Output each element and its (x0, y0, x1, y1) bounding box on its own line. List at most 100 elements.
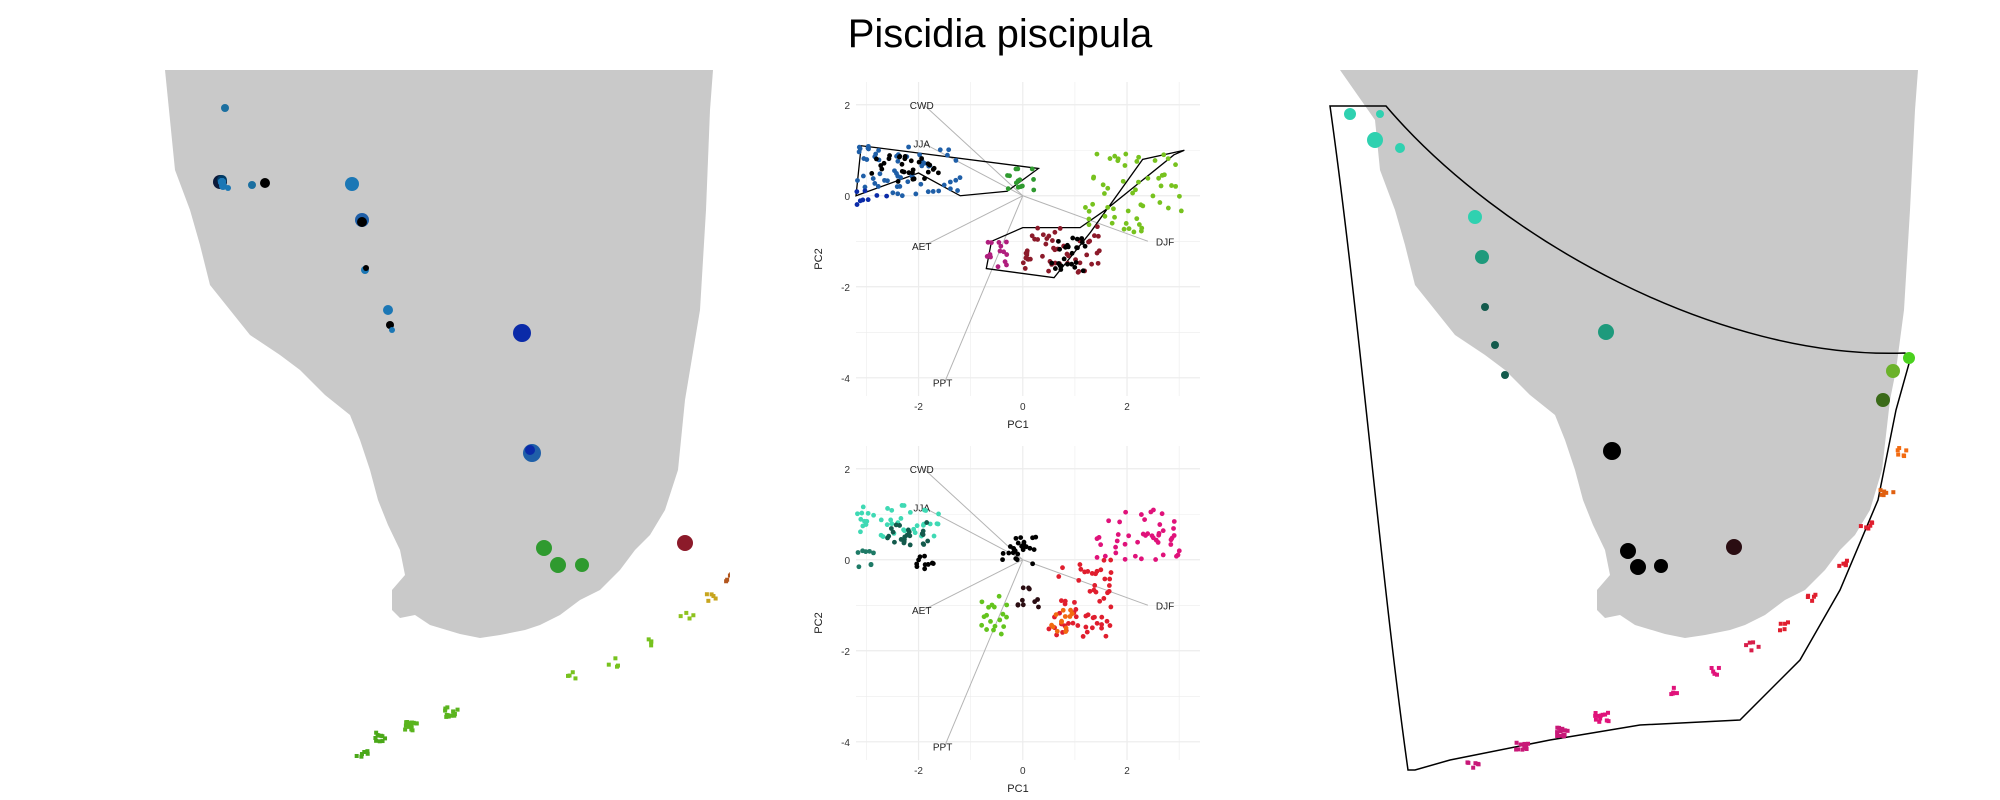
data-point (918, 181, 924, 187)
data-point (1145, 531, 1151, 537)
x-tick-label: 0 (1020, 766, 1026, 777)
data-point (1105, 185, 1111, 191)
data-point (1070, 235, 1076, 241)
occurrence-cell (1603, 712, 1608, 717)
data-point (865, 510, 871, 516)
data-point (997, 248, 1003, 254)
data-point (865, 145, 871, 151)
data-point (855, 178, 860, 183)
site-marker (363, 265, 369, 271)
data-point (1136, 222, 1142, 227)
data-point (1095, 260, 1101, 266)
occurrence-cell (646, 637, 651, 642)
data-point (1134, 159, 1140, 164)
data-point (1089, 571, 1095, 576)
data-point (861, 156, 867, 161)
data-point (867, 548, 872, 554)
data-point (1157, 200, 1163, 205)
data-point (1165, 205, 1171, 211)
data-point (1102, 553, 1108, 559)
y-tick-label: -2 (841, 647, 850, 658)
occurrence-cell (684, 610, 689, 615)
x-axis-label: PC1 (1007, 419, 1028, 431)
occurrence-cell (446, 713, 451, 718)
occurrence-cell (1522, 745, 1527, 750)
data-point (1057, 226, 1063, 231)
data-point (1095, 233, 1101, 239)
data-point (1052, 266, 1058, 271)
data-point (1083, 624, 1089, 630)
data-point (895, 158, 901, 164)
y-tick-label: 2 (844, 465, 850, 476)
data-point (901, 503, 907, 508)
loading-label: CWD (910, 101, 934, 112)
loading-arrow (923, 559, 1024, 611)
data-point (871, 512, 876, 518)
data-point (1031, 547, 1037, 553)
data-point (1082, 243, 1088, 249)
occurrence-cell (365, 749, 370, 754)
occurrence-cell (724, 579, 729, 584)
data-point (1027, 545, 1033, 551)
data-point (857, 198, 863, 204)
data-point (1102, 191, 1107, 196)
data-point (1094, 555, 1100, 560)
data-point (922, 160, 927, 166)
y-tick-label: 0 (844, 556, 850, 567)
data-point (1104, 618, 1110, 624)
data-point (1015, 602, 1021, 607)
data-point (1149, 533, 1155, 539)
data-point (1049, 260, 1055, 266)
x-tick-label: -2 (914, 402, 923, 413)
y-tick-label: -4 (841, 738, 850, 749)
data-point (1072, 599, 1077, 605)
occurrence-cell (1844, 558, 1849, 563)
data-point (1020, 602, 1026, 608)
data-point (1020, 547, 1026, 553)
data-point (862, 188, 868, 194)
data-point (1060, 565, 1065, 571)
site-marker (1654, 559, 1668, 573)
data-point (855, 550, 861, 555)
data-point (1040, 232, 1046, 238)
occurrence-cell (1598, 716, 1603, 721)
data-point (1076, 577, 1082, 583)
occurrence-cell (1882, 489, 1887, 494)
data-point (890, 190, 896, 196)
data-point (925, 169, 931, 175)
occurrence-cell (1878, 488, 1883, 493)
data-point (955, 188, 960, 193)
occurrence-cell (374, 730, 379, 735)
site-marker (575, 558, 589, 572)
occurrence-cell (1473, 761, 1478, 766)
data-point (1007, 173, 1012, 179)
data-point (1015, 184, 1021, 190)
site-marker (389, 327, 395, 333)
site-marker (1475, 250, 1489, 264)
data-point (1123, 221, 1129, 226)
data-point (920, 528, 926, 534)
occurrence-cell (1843, 563, 1848, 568)
data-point (1105, 590, 1110, 596)
data-point (1171, 519, 1177, 524)
site-marker (1903, 352, 1915, 364)
occurrence-cell (1671, 685, 1676, 690)
data-point (1054, 632, 1060, 638)
x-tick-label: 0 (1020, 402, 1026, 413)
loading-label: CWD (910, 465, 934, 476)
data-point (1086, 216, 1092, 222)
data-point (1168, 542, 1174, 547)
data-point (1178, 208, 1184, 214)
occurrence-cell (362, 749, 367, 754)
data-point (888, 517, 894, 523)
occurrence-cell (359, 752, 364, 757)
data-point (1056, 574, 1062, 579)
data-point (1043, 241, 1049, 247)
data-point (1025, 256, 1031, 262)
site-marker (1876, 393, 1890, 407)
occurrence-cell (1896, 452, 1901, 457)
data-point (921, 507, 927, 513)
occurrence-cell (1806, 593, 1811, 598)
site-marker (248, 181, 256, 189)
data-point (869, 171, 875, 176)
